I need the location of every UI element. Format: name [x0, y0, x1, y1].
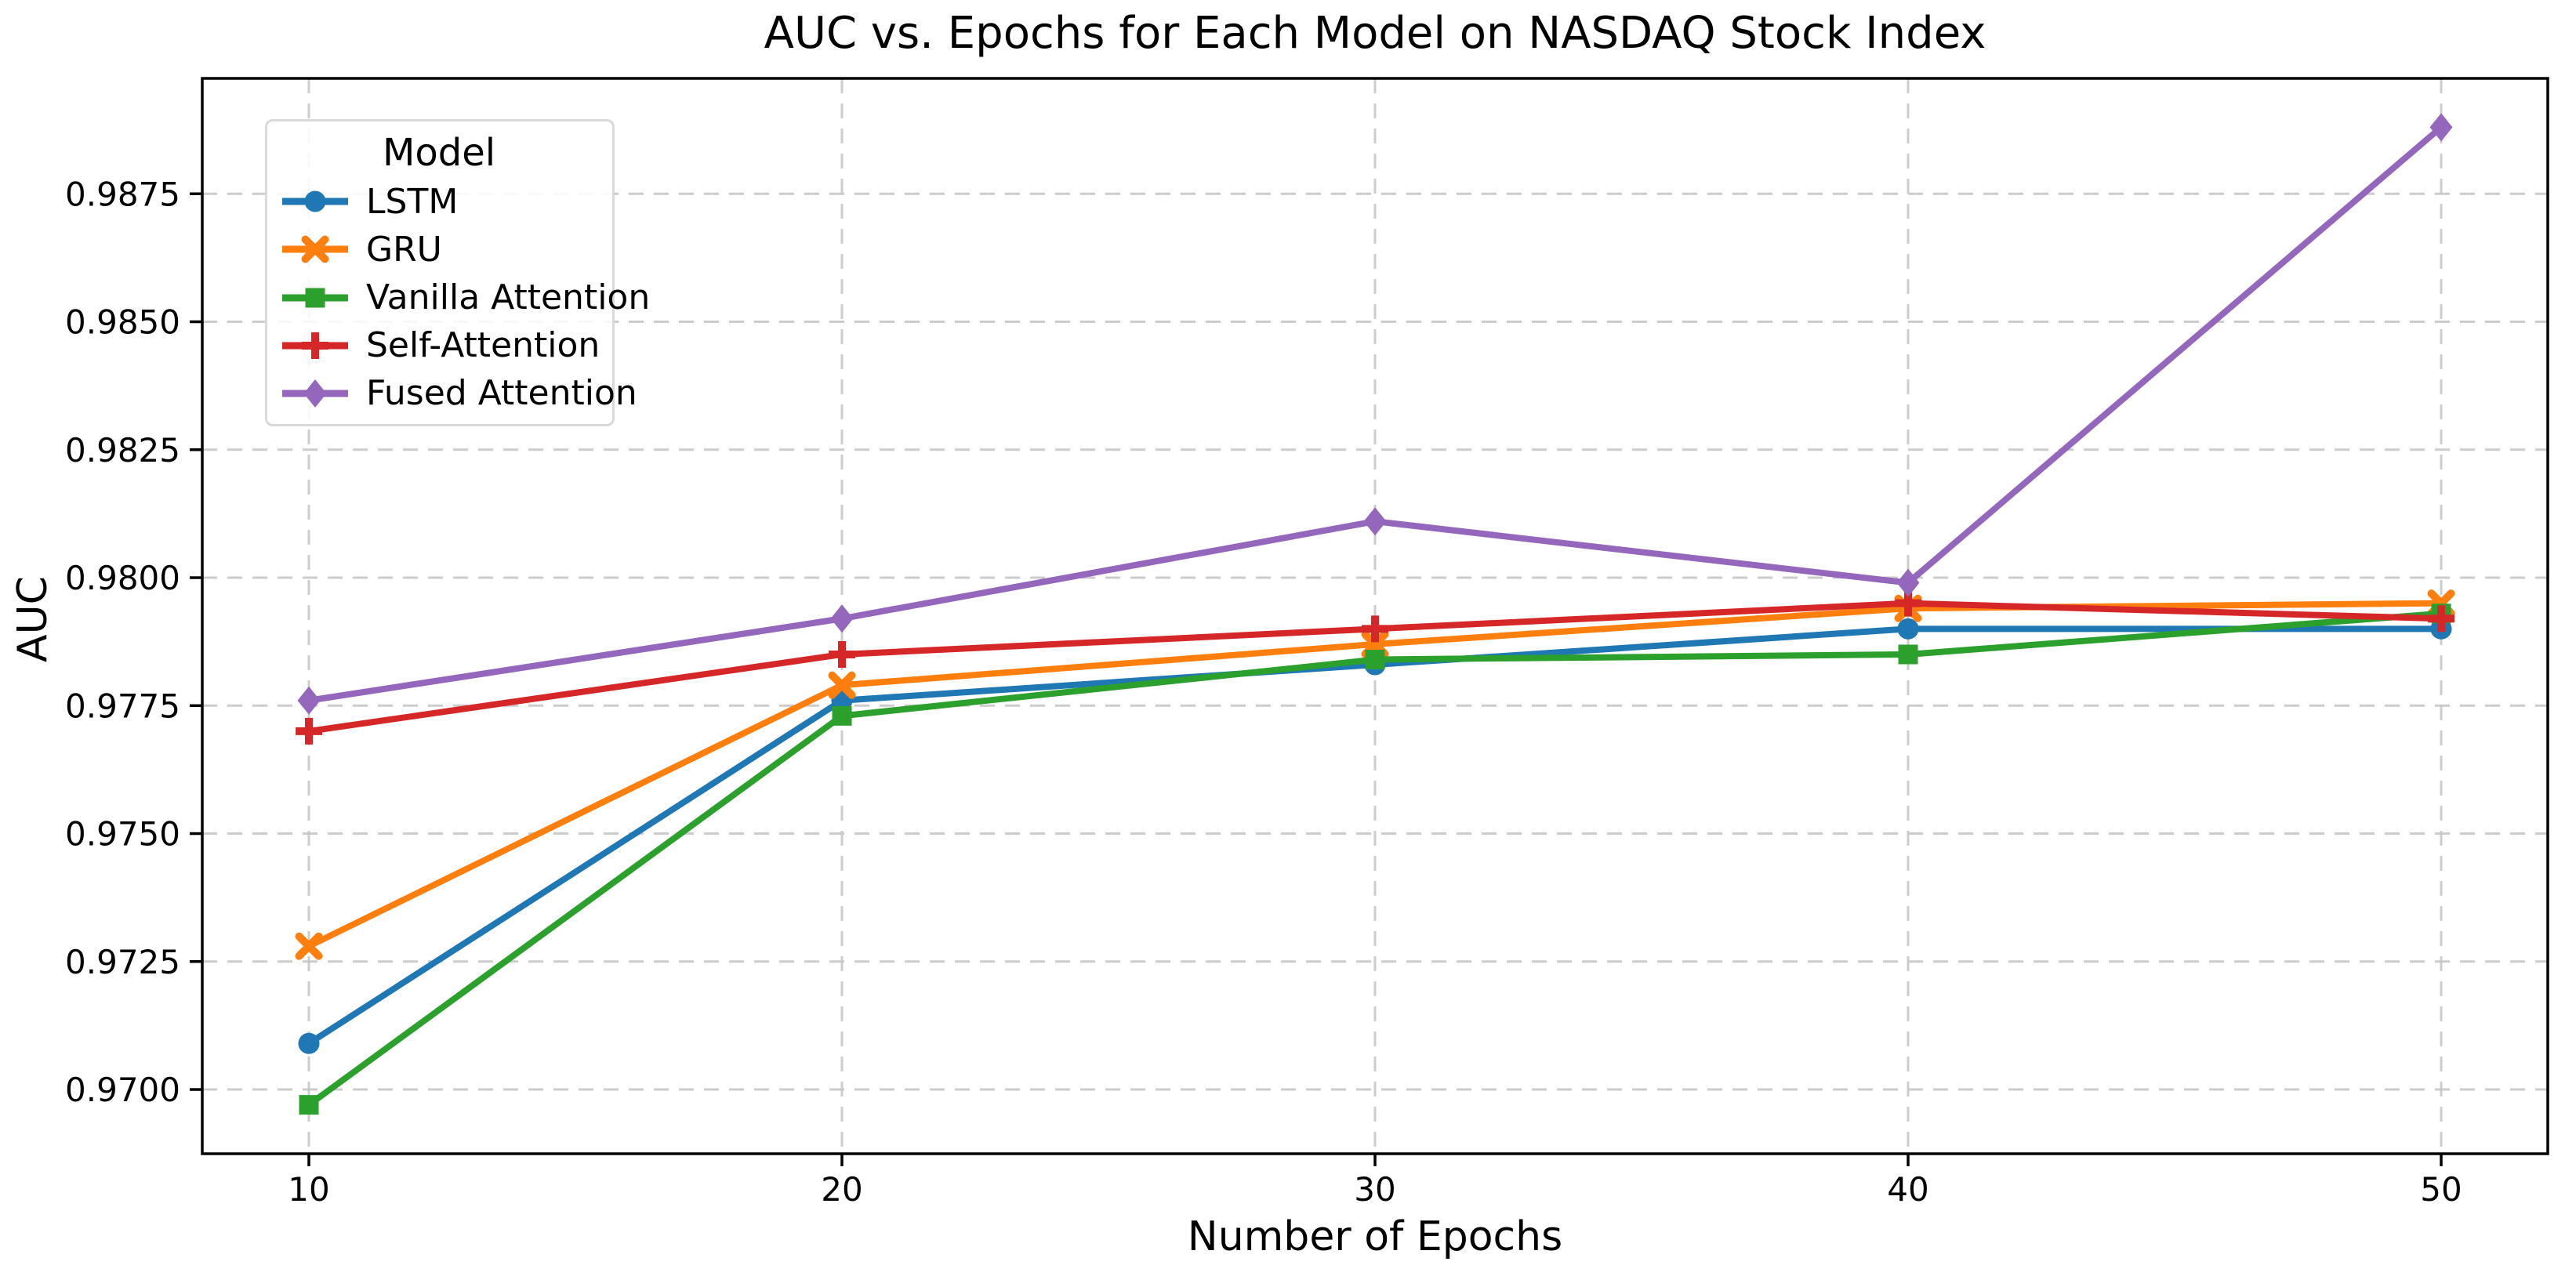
legend-item-lstm: LSTM	[280, 179, 598, 224]
legend-item-label: LSTM	[366, 181, 459, 222]
x-marker-icon	[295, 932, 323, 960]
line-marker-icon	[282, 190, 348, 212]
circle-marker-icon	[1897, 618, 1919, 640]
x-tick-label: 30	[1354, 1170, 1395, 1209]
diamond-marker-icon	[303, 379, 327, 408]
plus-marker-icon	[302, 332, 328, 359]
diamond-marker-icon	[830, 604, 854, 633]
y-tick-label: 0.9775	[65, 687, 180, 725]
y-tick-label: 0.9800	[65, 559, 180, 597]
legend-item-vanilla-attention: Vanilla Attention	[280, 275, 650, 321]
square-marker-icon	[832, 705, 852, 726]
legend: Model LSTM GRU Vanilla Attention Self-At…	[265, 119, 650, 426]
circle-marker-icon	[298, 1032, 320, 1054]
legend-item-label: GRU	[366, 229, 442, 270]
y-tick-label: 0.9875	[65, 175, 180, 213]
x-tick-label: 10	[288, 1170, 329, 1209]
legend-item-fused-attention: Fused Attention	[280, 371, 637, 416]
legend-item-label: Vanilla Attention	[366, 277, 651, 318]
square-marker-icon	[1365, 650, 1385, 670]
legend-title: Model	[382, 131, 496, 175]
y-tick-label: 0.9850	[65, 303, 180, 342]
square-marker-icon	[1898, 644, 1918, 665]
legend-item-label: Self-Attention	[366, 325, 600, 366]
y-tick-label: 0.9750	[65, 815, 180, 854]
line-marker-icon	[282, 288, 348, 308]
y-tick-label: 0.9725	[65, 943, 180, 981]
x-marker-icon	[301, 235, 329, 263]
line-marker-icon	[282, 379, 348, 408]
diamond-marker-icon	[1896, 568, 1920, 597]
diamond-marker-icon	[297, 686, 321, 715]
legend-item-gru: GRU	[280, 227, 598, 272]
y-axis-label: AUC	[9, 576, 56, 662]
circle-marker-icon	[304, 190, 326, 212]
line-marker-icon	[282, 332, 348, 359]
plus-marker-icon	[296, 717, 322, 745]
plus-marker-icon	[829, 640, 855, 668]
x-tick-label: 50	[2420, 1170, 2462, 1209]
y-tick-label: 0.9825	[65, 431, 180, 469]
diamond-marker-icon	[2429, 113, 2453, 142]
plus-marker-icon	[1362, 615, 1388, 643]
legend-item-label: Fused Attention	[366, 373, 637, 414]
x-marker-icon	[828, 671, 856, 699]
plus-marker-icon	[2428, 605, 2454, 633]
x-tick-label: 40	[1887, 1170, 1928, 1209]
x-tick-label: 20	[821, 1170, 862, 1209]
square-marker-icon	[299, 1095, 319, 1115]
line-marker-icon	[282, 235, 348, 263]
legend-item-self-attention: Self-Attention	[280, 323, 600, 368]
x-axis-label: Number of Epochs	[1187, 1213, 1563, 1260]
diamond-marker-icon	[1363, 507, 1387, 536]
y-tick-label: 0.9700	[65, 1071, 180, 1109]
chart-title: AUC vs. Epochs for Each Model on NASDAQ …	[764, 8, 1986, 59]
square-marker-icon	[305, 288, 325, 308]
